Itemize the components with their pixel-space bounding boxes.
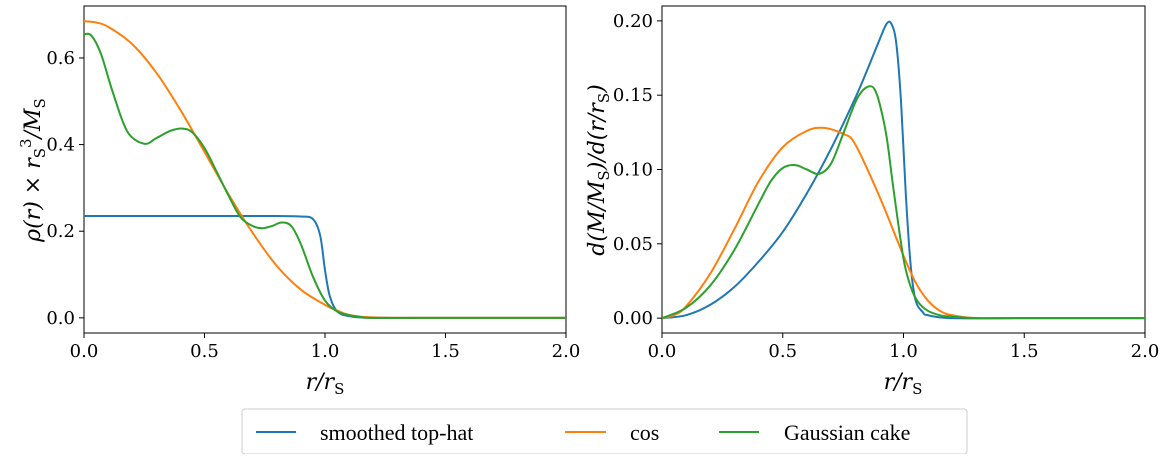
- mass-derivative-x-tick-label: 1.0: [889, 341, 918, 362]
- mass-derivative-y-tick-label: 0.10: [613, 160, 653, 181]
- legend-entry-gaussian-cake: Gaussian cake: [719, 420, 910, 445]
- mass-derivative-series-cos: [661, 126, 1145, 320]
- density-x-tick-label: 2.0: [552, 341, 581, 362]
- density-y-tick-label: 0.6: [46, 48, 75, 69]
- mass-derivative-y-axis-label: d(M/MS)/d(r/rS): [585, 84, 613, 255]
- mass-derivative-x-ticks: 0.0 0.5 1.0 1.5 2.0: [648, 333, 1160, 362]
- mass-derivative-y-tick-label: 0.05: [613, 234, 653, 255]
- mass-derivative-x-tick-label: 0.0: [648, 341, 677, 362]
- density-x-tick-label: 0.5: [190, 341, 219, 362]
- density-y-tick-label: 0.2: [46, 221, 75, 242]
- density-series-smoothed-top-hat: [83, 215, 566, 319]
- mass-derivative-y-ticks: 0.00 0.05 0.10 0.15 0.20: [613, 11, 662, 329]
- density-x-ticks: 0.0 0.5 1.0 1.5 2.0: [70, 333, 581, 362]
- mass-derivative-x-tick-label: 0.5: [768, 341, 797, 362]
- density-y-ticks: 0.0 0.2 0.4 0.6: [46, 48, 84, 329]
- density-x-tick-label: 1.5: [431, 341, 460, 362]
- legend: smoothed top-hat cos Gaussian cake: [241, 408, 968, 455]
- density-x-tick-label: 0.0: [70, 341, 99, 362]
- density-series-gaussian-cake: [83, 32, 566, 319]
- density-y-tick-label: 0.4: [46, 135, 75, 156]
- legend-label-gaussian-cake: Gaussian cake: [784, 420, 910, 445]
- mass-derivative-panel: 0.0 0.5 1.0 1.5 2.0 0.00 0.05 0.10 0.15 0.20 r/r…: [585, 5, 1160, 398]
- mass-derivative-x-axis-label: r/rS: [884, 370, 923, 398]
- mass-derivative-series-group: [661, 20, 1145, 320]
- density-panel: 0.0 0.5 1.0 1.5 2.0 0.0 0.2 0.4 0.6 r/rS ρ(r) ×…: [17, 5, 581, 398]
- mass-derivative-x-tick-label: 2.0: [1131, 341, 1160, 362]
- legend-label-smoothed-top-hat: smoothed top-hat: [320, 420, 473, 445]
- legend-label-cos: cos: [630, 420, 659, 445]
- density-series-group: [83, 20, 567, 319]
- density-y-axis-label: ρ(r) × rS3/MS: [17, 98, 49, 243]
- density-x-axis-label: r/rS: [306, 370, 345, 398]
- mass-derivative-x-tick-label: 1.5: [1010, 341, 1039, 362]
- density-x-tick-label: 1.0: [311, 341, 340, 362]
- mass-derivative-y-tick-label: 0.15: [613, 85, 653, 106]
- mass-derivative-series-smoothed-top-hat: [661, 20, 1145, 320]
- density-plot-frame: [83, 5, 567, 334]
- legend-entry-smoothed-top-hat: smoothed top-hat: [256, 420, 473, 445]
- legend-entry-cos: cos: [565, 420, 659, 445]
- mass-derivative-y-tick-label: 0.00: [613, 308, 653, 329]
- mass-derivative-y-tick-label: 0.20: [613, 11, 653, 32]
- mass-derivative-series-gaussian-cake: [661, 85, 1145, 320]
- density-y-tick-label: 0.0: [46, 308, 75, 329]
- mass-derivative-plot-frame: [661, 5, 1146, 334]
